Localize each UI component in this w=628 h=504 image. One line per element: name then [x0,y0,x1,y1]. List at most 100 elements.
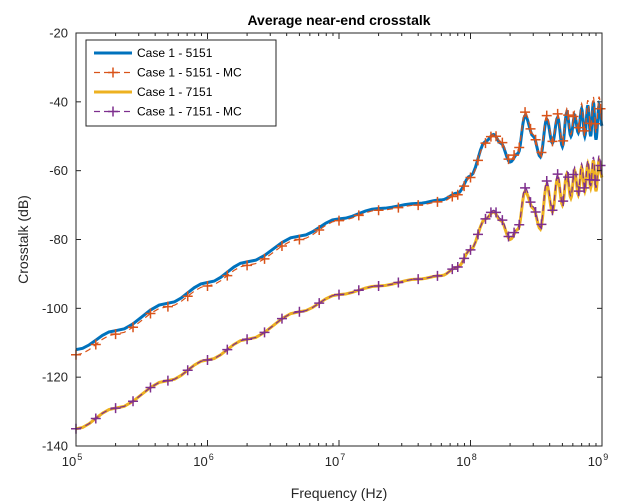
series-4-line [75,153,603,430]
series-4-marker [530,206,541,217]
series-2-marker [334,215,344,226]
series-4-marker [547,205,558,216]
series-2-marker [314,225,325,236]
series-2-marker [162,301,173,312]
series-4-marker [503,231,514,242]
y-tick-label: -60 [49,163,68,178]
series-4-marker [447,264,458,275]
series-1-line [75,99,604,352]
legend-label: Case 1 - 7151 - MC [137,105,242,119]
y-tick-label: -40 [49,94,68,109]
legend-label: Case 1 - 5151 [137,46,213,60]
series-2-marker [509,150,520,161]
series-2-marker [294,234,305,245]
series-2-marker [259,253,270,264]
legend-marker [108,106,118,117]
series-2-marker [353,210,364,221]
series-4-marker [520,182,531,193]
series-4-marker [294,306,305,317]
series-4-marker [573,186,584,197]
x-tick-label: 107 [325,452,345,469]
series-2-marker [472,155,483,166]
y-tick-label: -100 [42,301,68,316]
series-2-marker [110,329,121,340]
series-4-marker [334,289,344,300]
series-2-marker [373,205,384,216]
series-4-marker [393,277,404,288]
series-2-marker [447,191,458,202]
series-2-marker [202,280,213,291]
series-2-marker [497,137,508,148]
series-4-marker [509,227,520,238]
x-tick-label: 105 [62,452,82,469]
series-4-marker [276,313,287,324]
series-4-marker [90,413,101,424]
legend: Case 1 - 5151 Case 1 - 5151 - MC Case 1 - … [85,39,277,127]
series-4-marker [459,253,470,264]
series-4-marker [314,298,325,309]
series-2-marker [503,154,514,165]
x-tick-label: 109 [588,452,608,469]
series-2-marker [563,110,574,121]
legend-label: Case 1 - 7151 [137,85,213,99]
series-4-marker [452,262,463,273]
series-4-marker [242,334,253,345]
series-2-marker [452,189,463,200]
series-2-marker [413,200,424,211]
series-4-marker [491,207,502,218]
series-2-marker [552,108,563,119]
legend-marker [108,67,118,78]
series-4-marker [202,354,213,365]
series-2-marker [530,134,541,145]
series-4-marker [110,403,121,414]
series-2-marker [459,181,470,192]
series-2-marker [276,240,287,251]
series-2-marker [145,308,156,319]
series-2-marker [242,260,253,271]
y-tick-label: -20 [49,26,68,41]
series-2-marker [182,291,193,302]
series-4-marker [432,270,443,281]
series-2-marker [568,111,579,122]
series-4-marker [162,375,173,386]
series-4-marker [563,172,574,183]
series-2-marker [393,202,404,213]
series-4-marker [579,182,590,193]
series-2-marker [595,103,606,114]
series-4-marker [514,219,525,230]
x-axis-title: Frequency (Hz) [291,485,387,501]
series-2-marker [222,270,233,281]
ticks-layer: -140 -120 -100 -80 -60 -40 -20 105 106 107 108 109 [42,26,608,470]
series-2-marker [579,125,590,136]
x-tick-label: 106 [193,452,213,469]
series-4-marker [541,175,552,186]
series-4-marker [590,175,601,186]
series-4-marker [480,213,491,224]
series-4-marker [145,382,156,393]
y-tick-label: -80 [49,232,68,247]
series-4-marker [536,219,547,230]
series-2-marker [573,122,584,133]
series-2-marker [90,339,101,350]
series-4-marker [182,365,193,376]
series-4-marker [525,197,536,208]
series-4-marker [413,274,424,285]
series-2-marker [525,123,536,134]
series-2-marker [547,136,558,147]
series-2-marker [465,172,476,183]
series-2-marker [520,107,531,118]
chart-title: Average near-end crosstalk [247,12,430,28]
series-2-marker [558,135,569,146]
series-4-marker [222,344,233,355]
series-2-marker [541,110,552,121]
series-layer [71,96,606,434]
x-tick-label: 108 [456,452,476,469]
series-4-marker [128,396,139,407]
series-4-marker [472,229,483,240]
series-2-marker [480,138,491,149]
series-4-marker [552,169,563,180]
series-4-marker [465,244,476,255]
series-4-marker [353,285,364,296]
series-4-marker [558,196,569,207]
